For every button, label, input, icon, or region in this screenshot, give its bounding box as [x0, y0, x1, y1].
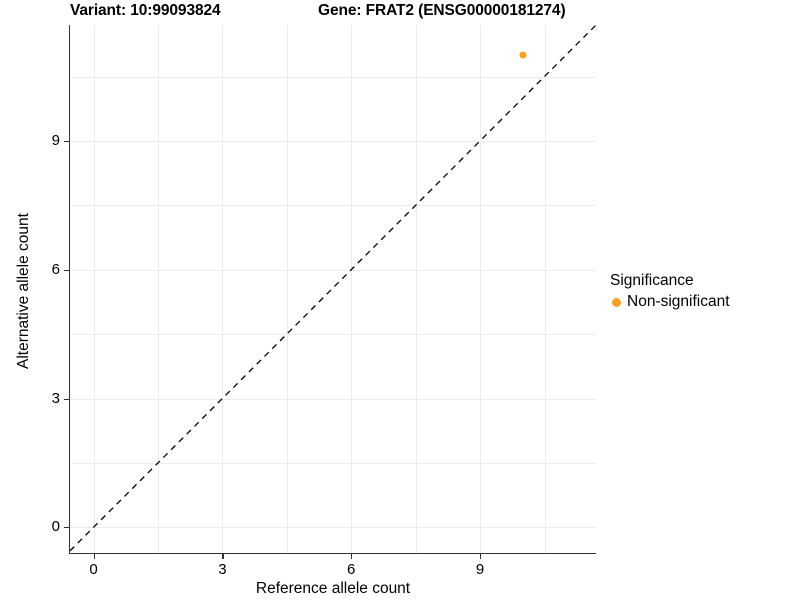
- gridline-horizontal: [70, 462, 596, 464]
- gridline-horizontal: [70, 140, 596, 142]
- y-axis-tick: [64, 527, 69, 529]
- y-axis-tick-label: 9: [51, 131, 60, 149]
- legend: Significance Non-significant: [610, 272, 730, 311]
- y-axis-tick: [64, 398, 69, 400]
- y-axis-tick: [64, 269, 69, 271]
- gridline-vertical: [158, 25, 159, 553]
- diagonal-reference-line: [70, 25, 596, 552]
- x-axis-tick: [93, 554, 95, 559]
- legend-item[interactable]: Non-significant: [610, 293, 730, 311]
- x-axis-tick-label: 0: [89, 561, 98, 578]
- x-axis-line: [69, 553, 596, 555]
- gridline-vertical: [222, 25, 224, 553]
- y-axis-tick-label: 0: [51, 518, 60, 536]
- gridline-horizontal: [70, 76, 596, 78]
- x-axis-tick-label: 9: [475, 561, 485, 578]
- gridline-horizontal: [70, 205, 596, 207]
- gridline-horizontal: [70, 398, 596, 400]
- gridline-vertical: [93, 25, 95, 553]
- gridline-vertical: [544, 25, 546, 553]
- x-axis-tick: [222, 554, 224, 559]
- x-axis-tick-label: 3: [218, 561, 227, 578]
- y-axis-label: Alternative allele count: [15, 213, 32, 369]
- gridline-horizontal: [70, 334, 596, 336]
- legend-items-group: Non-significant: [610, 293, 730, 311]
- gene-title: Gene: FRAT2 (ENSG00000181274): [318, 2, 566, 19]
- y-axis-tick-label: 3: [51, 389, 60, 407]
- figure-title-row: Variant: 10:99093824 Gene: FRAT2 (ENSG00…: [70, 2, 596, 24]
- x-axis-tick: [480, 554, 482, 559]
- data-point[interactable]: [519, 51, 527, 59]
- y-axis-tick-label: 6: [51, 260, 60, 278]
- legend-key-dot-icon: [612, 297, 621, 307]
- gridline-vertical: [415, 25, 417, 553]
- gridline-vertical: [480, 25, 482, 553]
- x-axis-label: Reference allele count: [255, 580, 411, 597]
- legend-item-label: Non-significant: [627, 293, 730, 310]
- gridline-vertical: [286, 25, 288, 553]
- gridline-horizontal: [70, 269, 596, 271]
- y-axis-tick: [64, 140, 69, 143]
- legend-title: Significance: [610, 272, 694, 289]
- x-axis-tick: [351, 554, 353, 559]
- gridline-vertical: [351, 25, 353, 553]
- y-axis-line: [69, 25, 71, 554]
- variant-title: Variant: 10:99093824: [70, 2, 221, 19]
- plot-panel: [70, 25, 596, 553]
- x-axis-tick-label: 6: [347, 561, 356, 578]
- gridline-horizontal: [70, 527, 596, 529]
